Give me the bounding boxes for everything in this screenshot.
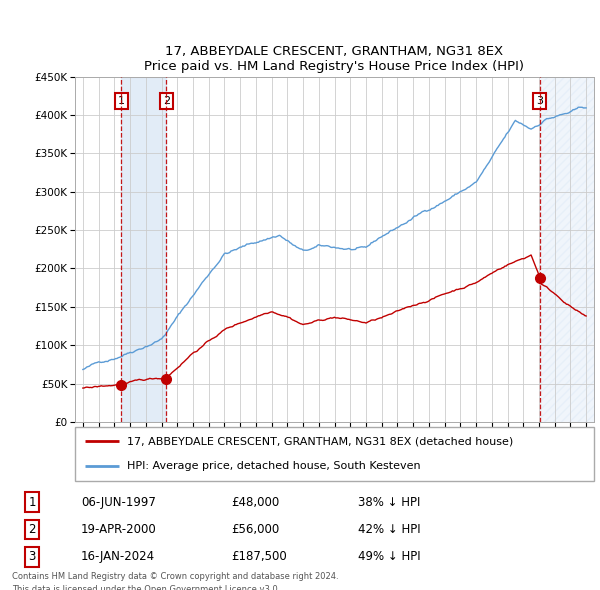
Text: 42% ↓ HPI: 42% ↓ HPI bbox=[358, 523, 420, 536]
Text: 1: 1 bbox=[118, 96, 125, 106]
Text: 2: 2 bbox=[163, 96, 170, 106]
Text: HPI: Average price, detached house, South Kesteven: HPI: Average price, detached house, Sout… bbox=[127, 461, 421, 471]
Text: 3: 3 bbox=[536, 96, 543, 106]
Text: This data is licensed under the Open Government Licence v3.0.: This data is licensed under the Open Gov… bbox=[12, 585, 280, 590]
Title: 17, ABBEYDALE CRESCENT, GRANTHAM, NG31 8EX
Price paid vs. HM Land Registry's Hou: 17, ABBEYDALE CRESCENT, GRANTHAM, NG31 8… bbox=[145, 45, 524, 73]
Text: 1: 1 bbox=[28, 496, 36, 509]
Text: 3: 3 bbox=[28, 550, 36, 563]
Text: 17, ABBEYDALE CRESCENT, GRANTHAM, NG31 8EX (detached house): 17, ABBEYDALE CRESCENT, GRANTHAM, NG31 8… bbox=[127, 436, 513, 446]
Text: 16-JAN-2024: 16-JAN-2024 bbox=[81, 550, 155, 563]
Text: 19-APR-2000: 19-APR-2000 bbox=[81, 523, 157, 536]
Text: 38% ↓ HPI: 38% ↓ HPI bbox=[358, 496, 420, 509]
Text: Contains HM Land Registry data © Crown copyright and database right 2024.: Contains HM Land Registry data © Crown c… bbox=[12, 572, 338, 582]
Bar bbox=[121, 77, 166, 422]
Text: £48,000: £48,000 bbox=[231, 496, 279, 509]
Text: £56,000: £56,000 bbox=[231, 523, 279, 536]
Text: £187,500: £187,500 bbox=[231, 550, 287, 563]
Text: 2: 2 bbox=[28, 523, 36, 536]
Text: 06-JUN-1997: 06-JUN-1997 bbox=[81, 496, 156, 509]
Bar bbox=[539, 77, 594, 422]
Text: 49% ↓ HPI: 49% ↓ HPI bbox=[358, 550, 420, 563]
